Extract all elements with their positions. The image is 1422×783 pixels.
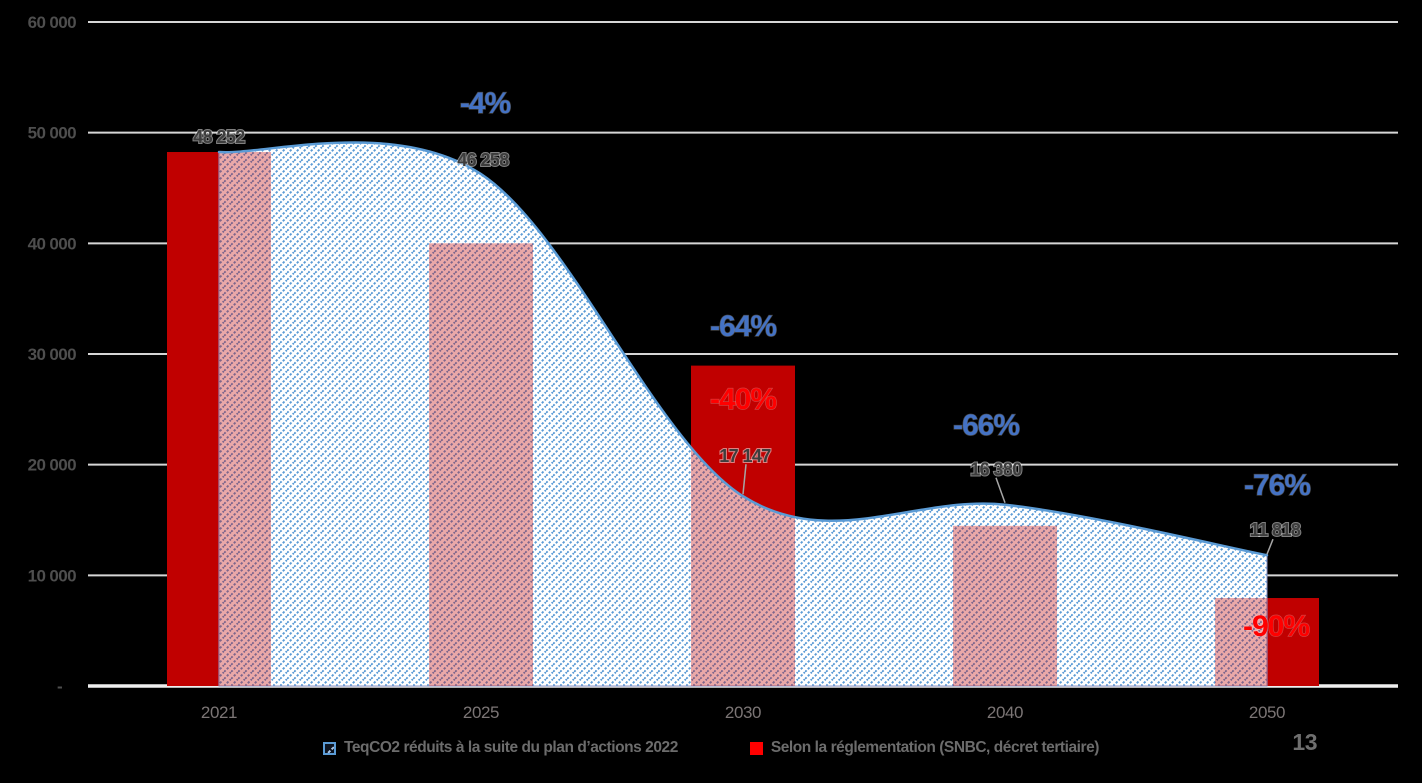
x-axis-labels: 2021 2025 2030 2040 2050 bbox=[201, 703, 1286, 722]
legend-item-area-series: TeqCO2 réduits à la suite du plan d’acti… bbox=[323, 739, 678, 757]
blue-percent-label-2030: -64% bbox=[710, 310, 776, 343]
page-number: 13 bbox=[1292, 729, 1317, 755]
legend-label-bar-series: Selon la réglementation (SNBC, décret te… bbox=[770, 739, 1100, 756]
bar-overlap-2025 bbox=[429, 243, 533, 687]
legend-label-area-series: TeqCO2 réduits à la suite du plan d’acti… bbox=[344, 739, 678, 756]
y-axis-labels: - 10 000 20 000 30 000 40 000 50 000 60 000 bbox=[28, 13, 77, 696]
x-tick-2050: 2050 bbox=[1249, 703, 1285, 722]
red-percent-label-2050: -90% bbox=[1243, 610, 1309, 643]
y-tick-60000: 60 000 bbox=[28, 13, 77, 32]
blue-percent-label-2025: -4% bbox=[460, 87, 511, 120]
label-leader-lines bbox=[742, 464, 1274, 555]
bar-overlap-2050 bbox=[1215, 598, 1267, 686]
x-tick-2021: 2021 bbox=[201, 703, 237, 722]
y-tick-40000: 40 000 bbox=[28, 234, 77, 253]
x-tick-2040: 2040 bbox=[987, 703, 1023, 722]
value-label-2025: 46 258 bbox=[457, 150, 509, 170]
area-outline bbox=[217, 141, 1269, 557]
value-label-2030: 17 147 bbox=[719, 446, 771, 466]
y-tick-50000: 50 000 bbox=[28, 124, 77, 143]
bar-overlap-2040 bbox=[953, 525, 1057, 686]
value-labels: 48 252 46 258 17 147 16 380 11 818 bbox=[192, 126, 1302, 541]
bar-series-red-swatch-icon bbox=[749, 741, 763, 755]
y-tick-0: - bbox=[57, 677, 62, 696]
y-tick-30000: 30 000 bbox=[28, 345, 77, 364]
x-tick-2025: 2025 bbox=[463, 703, 499, 722]
chart-legend: TeqCO2 réduits à la suite du plan d’acti… bbox=[0, 739, 1422, 757]
value-label-2021: 48 252 bbox=[193, 127, 245, 147]
legend-item-bar-series: Selon la réglementation (SNBC, décret te… bbox=[749, 739, 1100, 757]
leader-line-2040 bbox=[995, 477, 1006, 503]
y-tick-10000: 10 000 bbox=[28, 566, 77, 585]
value-label-2050: 11 818 bbox=[1250, 520, 1301, 540]
blue-percent-label-2040: -66% bbox=[953, 409, 1019, 442]
x-tick-2030: 2030 bbox=[725, 703, 761, 722]
red-percent-label-2030: -40% bbox=[710, 383, 776, 416]
value-label-2040: 16 380 bbox=[970, 460, 1022, 480]
leader-line-2030 bbox=[742, 464, 747, 495]
y-tick-20000: 20 000 bbox=[28, 456, 77, 475]
bar-overlap-2021 bbox=[219, 152, 271, 686]
area-series-hatch-swatch-icon bbox=[323, 741, 337, 755]
percent-annotations: -4% -64% -66% -76% -40% -90% bbox=[459, 86, 1312, 643]
leader-line-2050 bbox=[1266, 538, 1274, 555]
blue-percent-label-2050: -76% bbox=[1244, 469, 1310, 502]
